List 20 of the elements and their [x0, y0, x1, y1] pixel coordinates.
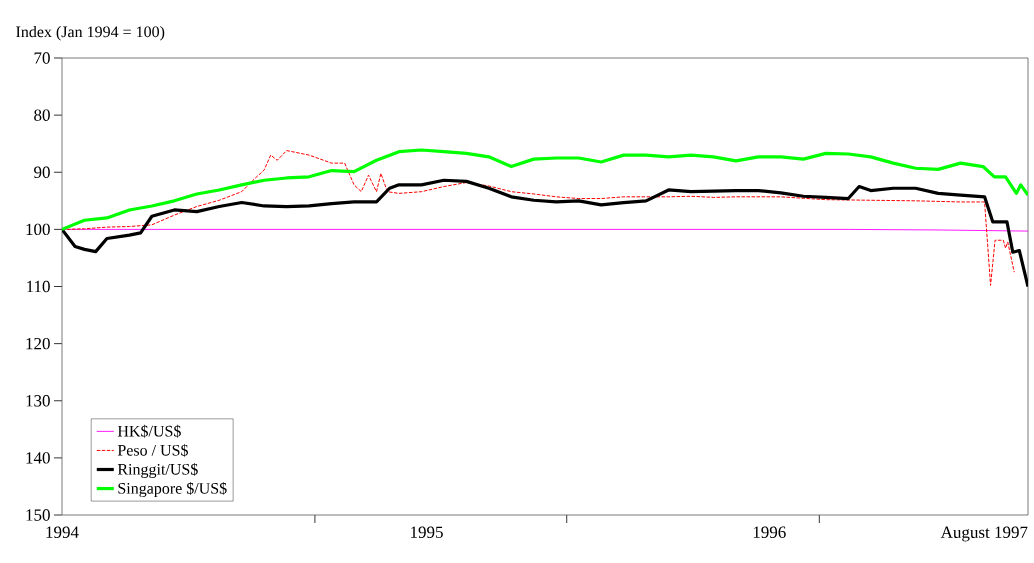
x-tick-label: August 1997	[940, 526, 1028, 542]
y-tick-label: 70	[34, 52, 50, 64]
legend-label: HK$/US$	[117, 424, 181, 438]
x-tick-label: 1994	[46, 526, 79, 538]
line-series	[62, 178, 1029, 289]
y-tick-label: 120	[26, 337, 50, 350]
y-tick-label: 100	[26, 223, 50, 236]
line-series	[62, 148, 1029, 231]
y-axis-title: Index (Jan 1994 = 100)	[16, 25, 165, 41]
y-tick-label: 80	[34, 109, 50, 121]
y-tick-label: 140	[26, 452, 50, 464]
legend-label: Singapore $/US$	[118, 482, 227, 498]
x-tick-label: 1996	[753, 526, 786, 538]
legend-label: Ringgit/US$	[117, 462, 198, 478]
legend-label: Peso / US$	[117, 443, 188, 457]
y-tick-label: 150	[26, 509, 50, 521]
x-tick-label: 1995	[411, 526, 443, 538]
y-tick-label: 110	[27, 280, 50, 293]
y-tick-label: 90	[34, 166, 50, 178]
y-tick-label: 130	[26, 395, 50, 407]
